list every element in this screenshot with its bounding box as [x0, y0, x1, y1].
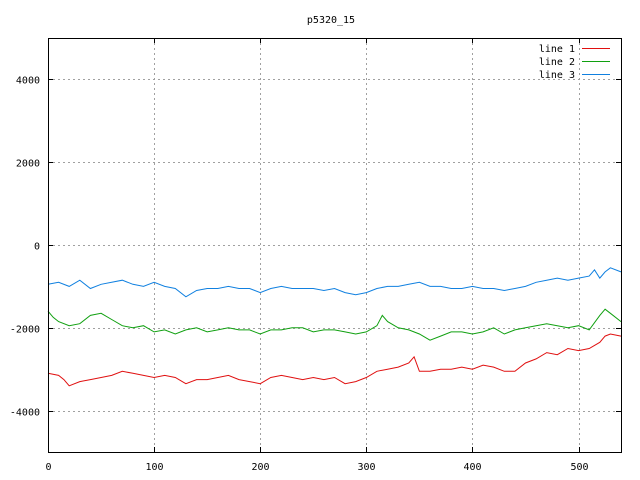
x-tick-label: 100 — [145, 462, 163, 473]
y-tick-label: 0 — [34, 242, 40, 253]
chart-title: p5320_15 — [307, 15, 355, 26]
y-tick-label: 4000 — [16, 76, 40, 87]
legend-label-3: line 3 — [539, 70, 575, 81]
x-tick-label: 200 — [251, 462, 269, 473]
series-group — [47, 267, 622, 387]
series-line-3 — [47, 267, 622, 298]
y-tick-label: 2000 — [16, 159, 40, 170]
series-line-1 — [47, 333, 622, 387]
grid — [48, 38, 621, 452]
legend-label-2: line 2 — [539, 57, 575, 68]
x-tick-label: 500 — [570, 462, 588, 473]
legend: line 1 line 2 line 3 — [539, 44, 610, 81]
x-axis: 0 100 200 300 400 500 — [45, 38, 589, 473]
series-line-2 — [47, 308, 622, 341]
y-tick-label: -2000 — [10, 325, 40, 336]
y-axis: -4000 -2000 0 2000 4000 — [10, 76, 621, 419]
x-tick-label: 0 — [45, 462, 51, 473]
legend-label-1: line 1 — [539, 44, 575, 55]
y-tick-label: -4000 — [10, 408, 40, 419]
x-tick-label: 300 — [357, 462, 375, 473]
x-tick-label: 400 — [463, 462, 481, 473]
